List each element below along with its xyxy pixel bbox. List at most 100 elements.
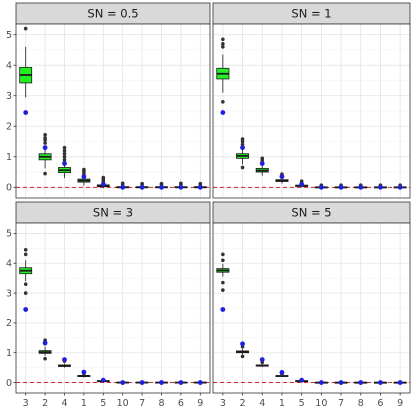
box-2 — [236, 137, 250, 170]
outlier-point — [82, 167, 86, 172]
outlier-point — [260, 156, 265, 161]
outlier-point — [240, 354, 245, 359]
outlier-point — [43, 141, 47, 145]
y-tick-label: 1 — [6, 152, 12, 163]
box-1 — [77, 167, 91, 186]
box-5 — [96, 175, 110, 188]
y-tick-label: 0 — [6, 378, 12, 389]
marker-point — [299, 377, 305, 383]
box-7 — [135, 380, 149, 385]
marker-point — [318, 184, 324, 190]
marker-point — [100, 377, 106, 383]
outlier-point — [179, 181, 183, 186]
box-1 — [275, 172, 289, 184]
outlier-point — [23, 248, 28, 252]
box-4 — [255, 357, 269, 368]
marker-point — [299, 181, 305, 187]
marker-point — [240, 341, 245, 347]
box-1 — [275, 370, 289, 377]
marker-point — [358, 380, 364, 385]
outlier-point — [62, 151, 67, 156]
box-1 — [77, 369, 91, 378]
facet-panel-3: SN = 3 0 1 2 3 4 5 3 2 4 1 5 10 7 8 6 9 — [6, 201, 211, 409]
outlier-point — [62, 154, 67, 159]
marker-point — [338, 380, 344, 385]
outlier-point — [23, 252, 28, 257]
outlier-point — [221, 258, 225, 263]
box-6 — [373, 380, 387, 385]
x-tick-label: 9 — [197, 398, 203, 409]
box-5 — [295, 377, 309, 383]
outlier-point — [221, 280, 225, 285]
outlier-point — [140, 181, 144, 186]
box-8 — [354, 380, 368, 385]
box-10 — [116, 181, 130, 190]
marker-point — [120, 184, 126, 190]
x-tick-label: 10 — [315, 398, 327, 409]
outlier-point — [240, 165, 245, 170]
box-8 — [155, 181, 168, 190]
y-tick-label: 2 — [6, 122, 12, 133]
outlier-point — [101, 175, 106, 180]
y-tick-label: 0 — [6, 183, 12, 194]
outlier-point — [221, 252, 225, 257]
box-10 — [116, 380, 130, 385]
marker-point — [178, 380, 184, 385]
marker-point — [358, 184, 364, 190]
panel-border — [212, 222, 411, 394]
x-tick-label: 10 — [117, 398, 129, 409]
marker-point — [338, 184, 344, 190]
y-tick-label: 3 — [6, 91, 12, 102]
marker-point — [378, 380, 383, 385]
marker-point — [42, 145, 48, 151]
x-tick-label: 2 — [42, 398, 48, 409]
outlier-point — [43, 136, 47, 140]
x-tick-label: 1 — [81, 398, 87, 409]
outlier-point — [62, 158, 67, 162]
box-6 — [174, 380, 188, 385]
y-tick-label: 1 — [6, 348, 12, 359]
y-tick-label: 5 — [6, 30, 12, 41]
marker-point — [81, 369, 87, 375]
facet-strip-label: SN = 1 — [291, 7, 331, 21]
facet-strip-label: SN = 0.5 — [87, 7, 138, 21]
facet-panel-4: SN = 5 3 2 4 1 5 10 7 8 6 9 — [212, 201, 411, 409]
x-tick-label: 4 — [61, 398, 67, 409]
marker-point — [279, 174, 285, 180]
facet-strip-label: SN = 3 — [93, 206, 133, 220]
x-tick-label: 6 — [377, 398, 383, 409]
marker-point — [139, 380, 145, 385]
marker-point — [197, 184, 203, 190]
marker-point — [159, 184, 164, 190]
x-tick-label: 3 — [23, 398, 29, 409]
outlier-point — [43, 133, 47, 137]
box-2 — [38, 338, 52, 361]
marker-point — [42, 340, 48, 346]
box-7 — [135, 181, 149, 190]
x-tick-label: 8 — [358, 398, 364, 409]
outlier-point — [23, 282, 28, 286]
x-tick-label: 8 — [158, 398, 164, 409]
marker-point — [197, 380, 203, 385]
box-2 — [38, 133, 52, 176]
outlier-point — [221, 42, 225, 46]
box-3 — [216, 37, 230, 115]
x-tick-label: 9 — [397, 398, 403, 409]
marker-point — [120, 380, 126, 385]
x-tick-label: 3 — [220, 398, 226, 409]
box-10 — [314, 380, 328, 385]
x-tick-label: 7 — [139, 398, 145, 409]
box-4 — [58, 357, 71, 368]
outlier-point — [23, 26, 28, 31]
outlier-point — [62, 148, 67, 153]
marker-point — [318, 380, 324, 385]
box-5 — [96, 377, 110, 383]
outlier-point — [43, 171, 47, 176]
box-10 — [314, 183, 328, 190]
panel-border — [212, 23, 411, 199]
outlier-point — [221, 45, 225, 49]
box-7 — [334, 380, 348, 385]
y-tick-label: 4 — [6, 61, 12, 72]
marker-point — [220, 110, 226, 115]
